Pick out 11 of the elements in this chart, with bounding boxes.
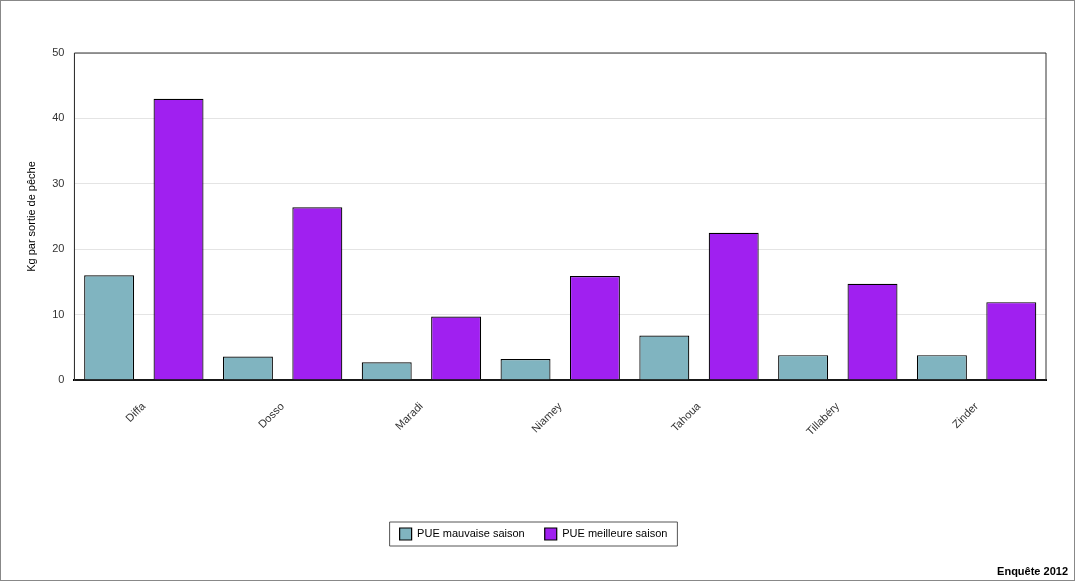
y-tick-label: 30	[52, 176, 65, 189]
y-tick-label: 10	[52, 307, 65, 320]
legend-label: PUE mauvaise saison	[417, 527, 525, 540]
y-tick-label: 50	[52, 46, 65, 59]
legend-label: PUE meilleure saison	[562, 527, 668, 540]
y-tick-label: 0	[58, 373, 65, 386]
x-tick-label: Diffa	[123, 399, 149, 425]
text: Enquête 2012	[997, 565, 1068, 578]
y-tick-label: 40	[52, 111, 65, 124]
y-axis-title: Kg par sortie de pêche	[24, 161, 37, 272]
y-tick-label: 20	[52, 242, 65, 255]
